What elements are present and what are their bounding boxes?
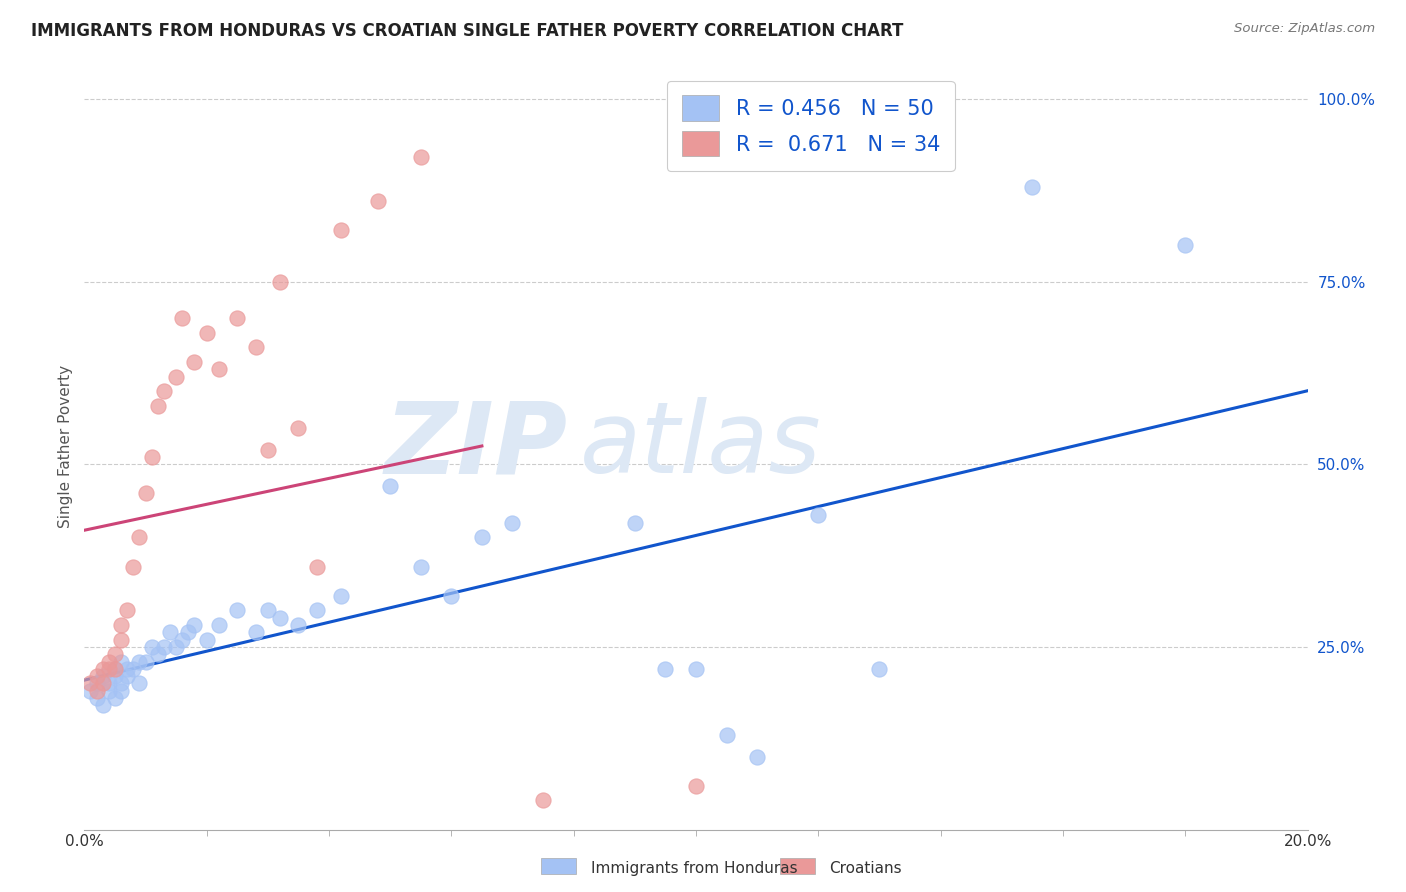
Point — [110, 618, 132, 632]
Point — [440, 589, 463, 603]
Point — [409, 559, 432, 574]
Point — [153, 384, 176, 399]
Point — [380, 479, 402, 493]
Point — [159, 625, 181, 640]
Text: Croatians: Croatians — [830, 861, 903, 876]
Point — [128, 655, 150, 669]
Point — [195, 632, 218, 647]
Point — [91, 676, 114, 690]
Point — [86, 669, 108, 683]
Legend: R = 0.456   N = 50, R =  0.671   N = 34: R = 0.456 N = 50, R = 0.671 N = 34 — [666, 80, 955, 171]
Point — [305, 559, 328, 574]
Point — [91, 662, 114, 676]
Point — [165, 640, 187, 654]
Point — [305, 603, 328, 617]
Point — [226, 311, 249, 326]
Point — [128, 676, 150, 690]
Point — [1174, 238, 1197, 252]
Point — [110, 632, 132, 647]
Point — [1021, 179, 1043, 194]
Point — [91, 698, 114, 713]
Point — [97, 655, 120, 669]
Point — [165, 369, 187, 384]
FancyBboxPatch shape — [541, 858, 576, 874]
Point — [685, 779, 707, 793]
Point — [172, 311, 194, 326]
Point — [97, 683, 120, 698]
Point — [115, 669, 138, 683]
Point — [269, 610, 291, 624]
Point — [110, 683, 132, 698]
Text: Source: ZipAtlas.com: Source: ZipAtlas.com — [1234, 22, 1375, 36]
Point — [122, 559, 145, 574]
Text: atlas: atlas — [579, 398, 821, 494]
Point — [172, 632, 194, 647]
Point — [110, 655, 132, 669]
Point — [502, 516, 524, 530]
Text: IMMIGRANTS FROM HONDURAS VS CROATIAN SINGLE FATHER POVERTY CORRELATION CHART: IMMIGRANTS FROM HONDURAS VS CROATIAN SIN… — [31, 22, 903, 40]
Point — [869, 662, 891, 676]
FancyBboxPatch shape — [780, 858, 815, 874]
Point — [135, 655, 157, 669]
Point — [531, 793, 554, 807]
Point — [110, 676, 132, 690]
Point — [97, 662, 120, 676]
Point — [135, 486, 157, 500]
Point — [141, 640, 163, 654]
Point — [330, 223, 353, 237]
Point — [269, 275, 291, 289]
Point — [104, 662, 127, 676]
Point — [97, 676, 120, 690]
Point — [807, 508, 830, 523]
Point — [245, 625, 267, 640]
Point — [226, 603, 249, 617]
Point — [208, 362, 231, 376]
Point — [79, 676, 101, 690]
Point — [654, 662, 676, 676]
Point — [183, 618, 205, 632]
Point — [685, 662, 707, 676]
Point — [409, 150, 432, 164]
Point — [115, 662, 138, 676]
Point — [471, 530, 494, 544]
Point — [747, 749, 769, 764]
Text: ZIP: ZIP — [384, 398, 568, 494]
Point — [330, 589, 353, 603]
Point — [153, 640, 176, 654]
Point — [91, 669, 114, 683]
Point — [86, 676, 108, 690]
Point — [104, 647, 127, 661]
Point — [122, 662, 145, 676]
Point — [287, 618, 309, 632]
Point — [177, 625, 200, 640]
Point — [141, 450, 163, 464]
Point — [208, 618, 231, 632]
Point — [128, 530, 150, 544]
Point — [104, 669, 127, 683]
Point — [104, 691, 127, 706]
Point — [86, 683, 108, 698]
Point — [115, 603, 138, 617]
Point — [86, 691, 108, 706]
Point — [146, 399, 169, 413]
Point — [146, 647, 169, 661]
Point — [257, 442, 280, 457]
Point — [183, 355, 205, 369]
Point — [257, 603, 280, 617]
Point — [367, 194, 389, 209]
Point — [245, 340, 267, 354]
Point — [79, 683, 101, 698]
Point — [104, 662, 127, 676]
Y-axis label: Single Father Poverty: Single Father Poverty — [58, 365, 73, 527]
Point — [195, 326, 218, 340]
Point — [287, 421, 309, 435]
Point — [624, 516, 647, 530]
Text: Immigrants from Honduras: Immigrants from Honduras — [591, 861, 797, 876]
Point — [716, 728, 738, 742]
